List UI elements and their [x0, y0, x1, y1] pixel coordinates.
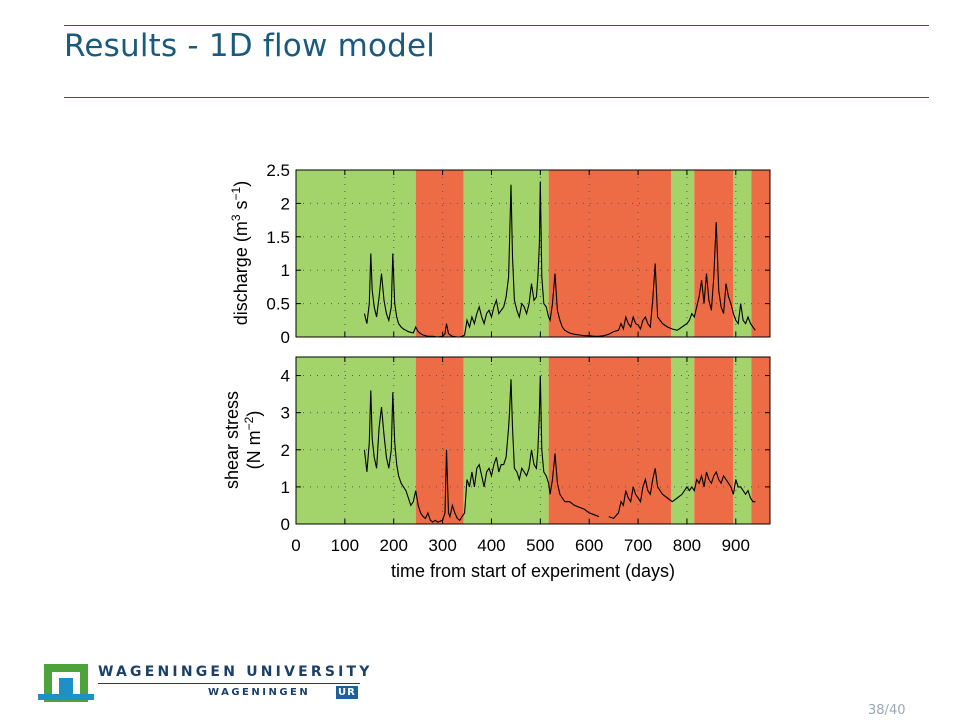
y-label-part-4: ): [231, 181, 251, 187]
title-bottom-rule: [64, 97, 929, 98]
period-red-1-5: [694, 357, 734, 524]
x-axis-label: time from start of experiment (days): [391, 561, 675, 581]
ytick-label-0-1: 0.5: [266, 295, 290, 314]
period-red-1-7: [751, 357, 770, 524]
ytick-label-1-4: 4: [281, 367, 290, 386]
series-line-discharge-0: [363, 181, 756, 338]
plot-frame-0: [295, 169, 771, 338]
y-label-part-3: −1: [229, 186, 243, 200]
logo-divider: [98, 683, 360, 684]
title-top-rule: [64, 25, 929, 26]
period-red-1-1: [415, 357, 464, 524]
period-green-1-4: [671, 357, 695, 524]
ytick-label-1-0: 0: [281, 515, 290, 534]
period-red-0-5: [694, 170, 734, 337]
period-red-1-3: [548, 357, 672, 524]
ytick-label-0-5: 2.5: [266, 161, 290, 180]
xtick-label-2: 200: [380, 536, 408, 555]
xtick-label-4: 400: [477, 536, 505, 555]
ytick-label-0-4: 2: [281, 194, 290, 213]
xtick-label-7: 700: [624, 536, 652, 555]
y-label-part-2: s: [231, 200, 251, 214]
xtick-label-0: 0: [291, 536, 300, 555]
xtick-label-3: 300: [428, 536, 456, 555]
y-label-part-0: discharge (m: [231, 221, 251, 325]
period-green-0-0: [296, 170, 416, 337]
ytick-label-1-2: 2: [281, 441, 290, 460]
university-name: WAGENINGEN UNIVERSITY: [98, 664, 373, 680]
page-total: 40: [888, 703, 906, 718]
slide-title: Results - 1D flow model: [64, 28, 436, 64]
xtick-label-5: 500: [526, 536, 554, 555]
y-label2-part-0: (N m: [244, 430, 264, 469]
ur-box: [336, 686, 358, 699]
period-red-0-3: [548, 170, 672, 337]
y-label-part-1: 3: [229, 214, 243, 221]
period-green-0-2: [463, 170, 549, 337]
xtick-label-1: 100: [331, 536, 359, 555]
period-green-0-6: [733, 170, 752, 337]
ytick-label-1-3: 3: [281, 404, 290, 423]
page-current: 38: [868, 703, 885, 718]
period-red-0-1: [415, 170, 464, 337]
ur-prefix: WAGENINGEN: [208, 687, 311, 698]
y-label2-part-2: ): [244, 411, 264, 417]
page-number: 38/40: [868, 703, 906, 718]
ytick-label-0-2: 1: [281, 261, 290, 280]
xtick-label-9: 900: [722, 536, 750, 555]
y-label2-part-1: −2: [242, 416, 256, 430]
ytick-label-0-3: 1.5: [266, 228, 290, 247]
ytick-label-0-0: 0: [281, 328, 290, 347]
period-green-1-6: [733, 357, 752, 524]
period-green-1-0: [296, 357, 416, 524]
period-green-1-2: [463, 357, 549, 524]
y-axis-label-discharge: discharge (m3 s−1): [229, 181, 251, 325]
period-red-0-7: [751, 170, 770, 337]
ur-suffix: UR: [338, 687, 356, 698]
wageningen-logo-icon: [38, 664, 94, 702]
y-axis-label-shear-line2: (N m−2): [242, 411, 264, 470]
ytick-label-1-1: 1: [281, 478, 290, 497]
xtick-label-8: 800: [673, 536, 701, 555]
series-line-shear-stress-0: [363, 375, 756, 523]
period-green-0-4: [671, 170, 695, 337]
y-axis-label-shear-line1: shear stress: [222, 391, 242, 489]
xtick-label-6: 600: [575, 536, 603, 555]
plot-frame-1: [295, 356, 771, 525]
